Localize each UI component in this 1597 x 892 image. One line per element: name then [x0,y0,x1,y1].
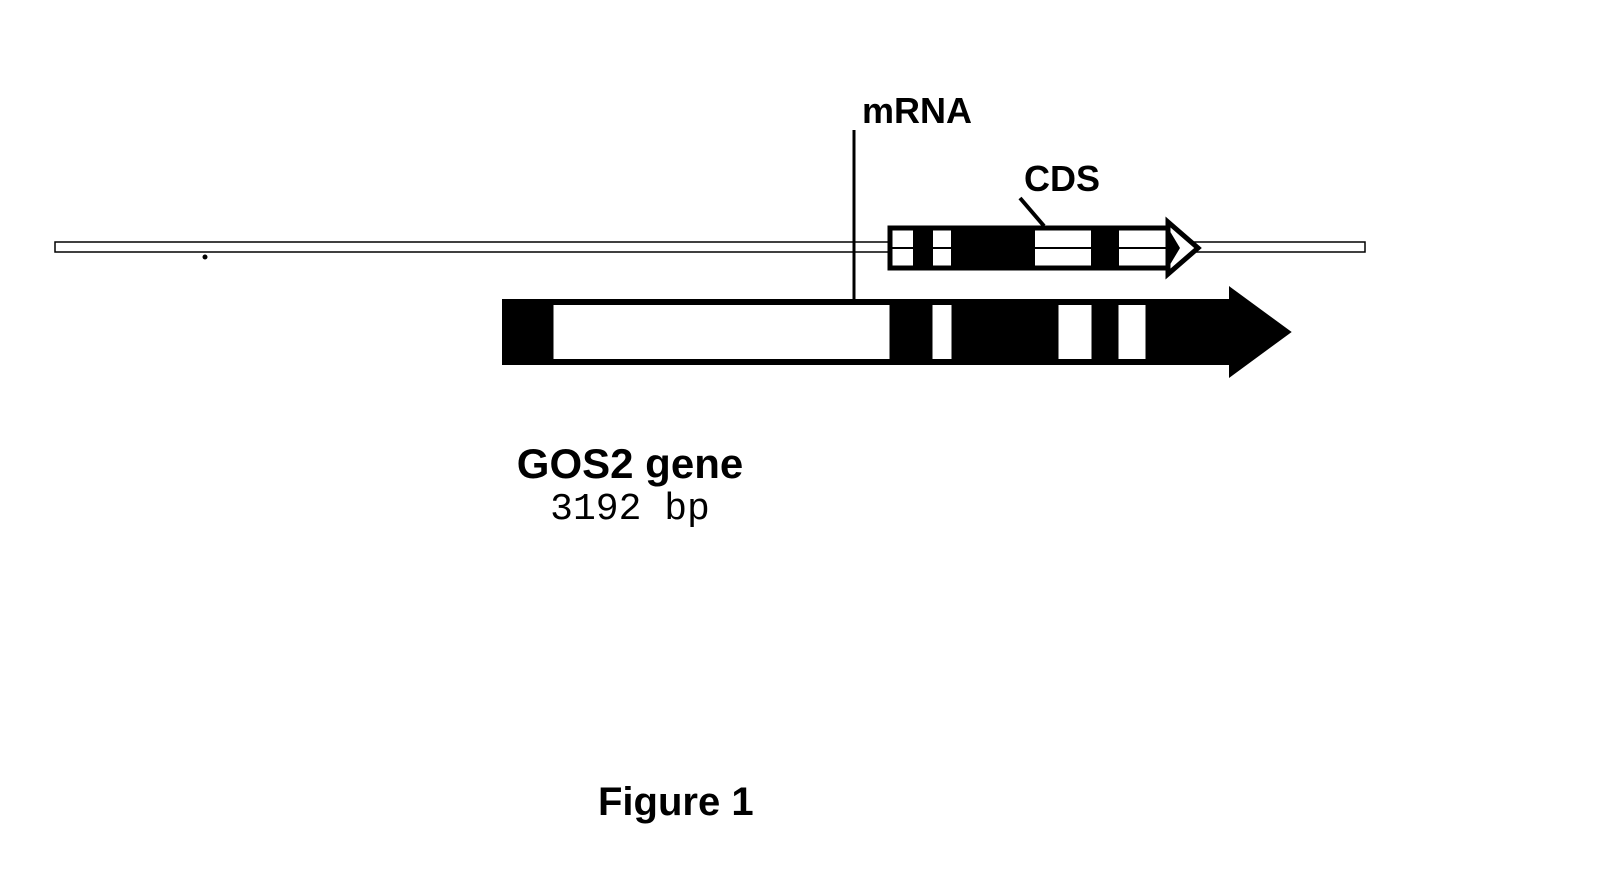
gene-title: GOS2 gene 3192 bp [510,440,750,531]
gene-length: 3192 bp [510,488,750,531]
gene-name: GOS2 gene [510,440,750,488]
figure-caption: Figure 1 [598,780,754,825]
gene-diagram: mRNA CDS GOS2 gene 3192 bp Figure 1 [0,0,1597,892]
cds-label: CDS [1024,158,1100,200]
diagram-svg [0,0,1597,892]
mrna-label: mRNA [862,90,972,132]
